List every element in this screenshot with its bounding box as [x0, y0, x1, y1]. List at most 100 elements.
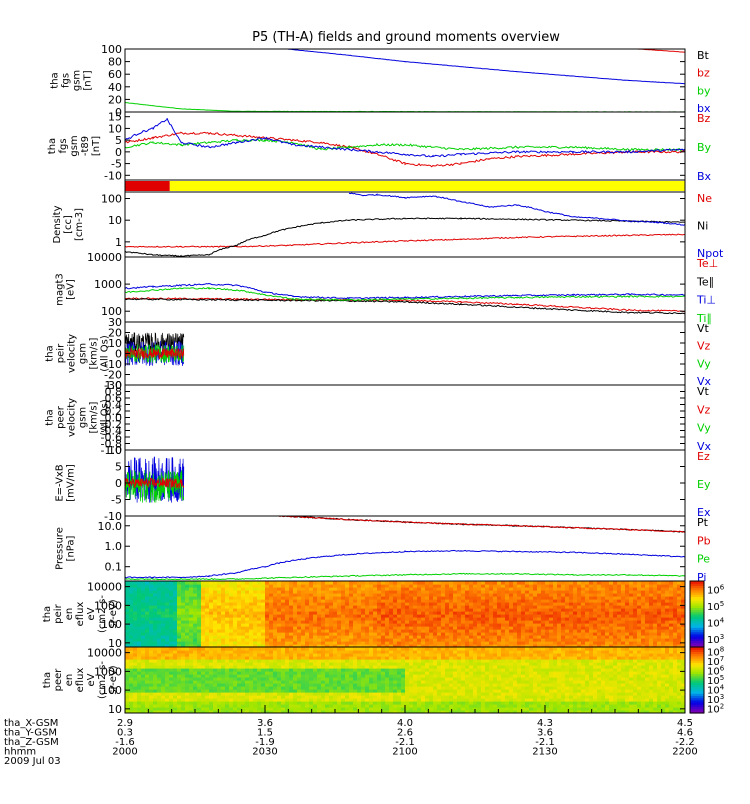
- ylabel-line: en: [64, 608, 75, 621]
- panel-content: [125, 49, 685, 112]
- y-tick-label: 30: [108, 316, 122, 329]
- heatmap-cell: [521, 581, 526, 585]
- y-tick-label: -5: [111, 494, 122, 507]
- legend-entry: Pe: [697, 553, 710, 566]
- heatmap-cell: [229, 581, 234, 585]
- heatmap-cell: [265, 647, 270, 651]
- heatmap-cell: [357, 647, 362, 651]
- y-tick-label: 20: [108, 93, 122, 106]
- heatmap-cell: [345, 581, 350, 585]
- heatmap-cell: [377, 581, 382, 585]
- heatmap-cell: [145, 581, 150, 585]
- heatmap-cell: [261, 647, 266, 651]
- heatmap-cell: [129, 581, 134, 585]
- heatmap-cell: [149, 647, 154, 651]
- heatmap-cell: [353, 647, 358, 651]
- series-Bx: [125, 118, 685, 157]
- heatmap-cell: [545, 581, 550, 585]
- heatmap-cell: [313, 647, 318, 651]
- ylabel-line: [cm-3]: [74, 208, 85, 241]
- series-By: [125, 139, 685, 150]
- heatmap-cell: [385, 647, 390, 651]
- heatmap-cell: [181, 581, 186, 585]
- ylabel-line: -t89: [80, 136, 91, 156]
- heatmap-cell: [665, 581, 670, 585]
- heatmap-cell: [245, 581, 250, 585]
- panel-frame: [125, 450, 685, 516]
- heatmap-cell: [229, 647, 234, 651]
- heatmap-cell: [533, 581, 538, 585]
- heatmap-cell: [285, 647, 290, 651]
- heatmap-cell: [401, 581, 406, 585]
- heatmap-cell: [241, 581, 246, 585]
- legend-entry: Ey: [697, 478, 711, 491]
- heatmap-cell: [157, 647, 162, 651]
- heatmap-cell: [381, 581, 386, 585]
- heatmap-cell: [441, 581, 446, 585]
- heatmap-cell: [429, 581, 434, 585]
- heatmap-cell: [197, 581, 202, 585]
- heatmap-cell: [553, 581, 558, 585]
- y-tick-label: 15: [108, 111, 122, 124]
- y-tick-label: 10: [108, 214, 122, 227]
- panel-content: [125, 284, 685, 314]
- panel-peer-velocity: -1.0-0.8-0.6-0.4-0.20.00.20.40.60.81.0th…: [45, 379, 712, 457]
- y-tick-label: -10: [104, 169, 122, 182]
- ylabel-line: sr-eV): [108, 599, 119, 628]
- panel-content: [125, 333, 184, 367]
- heatmap-cell: [457, 581, 462, 585]
- y-tick-label: 1: [115, 236, 122, 249]
- heatmap-cell: [637, 581, 642, 585]
- ylabel-line: velocity: [67, 398, 78, 437]
- heatmap-cell: [305, 581, 310, 585]
- colorbar-tick-label: 106: [707, 583, 725, 596]
- series-bx: [287, 49, 685, 84]
- y-tick-label: 1000: [94, 278, 122, 291]
- heatmap-cell: [201, 581, 206, 585]
- heatmap-cell: [517, 581, 522, 585]
- heatmap-cell: [513, 581, 518, 585]
- heatmap-cell: [349, 647, 354, 651]
- ylabel-line: [cc]: [63, 215, 74, 234]
- heatmap-cell: [473, 581, 478, 585]
- heatmap-cell: [321, 581, 326, 585]
- heatmap-cell: [281, 647, 286, 651]
- heatmap-cell: [629, 581, 634, 585]
- heatmap-cell: [145, 647, 150, 651]
- heatmap-cell: [421, 581, 426, 585]
- heatmap-cell: [133, 647, 138, 651]
- heatmap-cell: [133, 581, 138, 585]
- heatmap-cell: [241, 647, 246, 651]
- panel-content: [125, 457, 184, 503]
- ylabel-line: eV: [86, 607, 97, 620]
- heatmap-cell: [157, 581, 162, 585]
- heatmap-cell: [661, 581, 666, 585]
- heatmap-cell: [225, 581, 230, 585]
- heatmap-cell: [641, 581, 646, 585]
- heatmap-cell: [129, 647, 134, 651]
- series-Pb: [279, 516, 685, 532]
- ylabel-line: Density: [52, 205, 63, 243]
- heatmap-cell: [149, 581, 154, 585]
- heatmap-cell: [221, 581, 226, 585]
- ylabel-line: [eV]: [66, 279, 77, 300]
- heatmap-cell: [373, 647, 378, 651]
- heatmap-cell: [357, 581, 362, 585]
- y-tick-label: -5: [111, 158, 122, 171]
- legend-entry: Bx: [697, 170, 712, 183]
- heatmap-cell: [269, 647, 274, 651]
- heatmap-cell: [353, 581, 358, 585]
- heatmap-cell: [541, 581, 546, 585]
- heatmap-cell: [173, 581, 178, 585]
- y-tick-label: 100: [101, 43, 122, 56]
- heatmap-cell: [225, 647, 230, 651]
- heatmap-cell: [405, 581, 410, 585]
- heatmap-cell: [301, 647, 306, 651]
- legend-entry: Vy: [697, 357, 711, 370]
- y-tick-label: 5: [115, 134, 122, 147]
- ylabel-line: gsm: [78, 343, 89, 364]
